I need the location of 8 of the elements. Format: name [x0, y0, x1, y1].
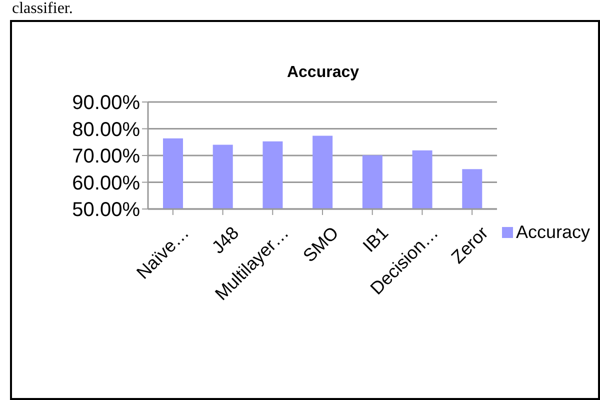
- y-tick-label: 70.00%: [72, 146, 140, 168]
- y-tick-label: 80.00%: [72, 118, 140, 141]
- y-tick-label: 50.00%: [72, 199, 140, 222]
- text: classifier.: [12, 0, 73, 18]
- y-tick-label: 60.00%: [72, 172, 140, 194]
- y-tick-label: 90.00%: [72, 92, 140, 114]
- chart-title: Accuracy: [286, 64, 360, 82]
- legend-label: Accuracy: [516, 222, 590, 243]
